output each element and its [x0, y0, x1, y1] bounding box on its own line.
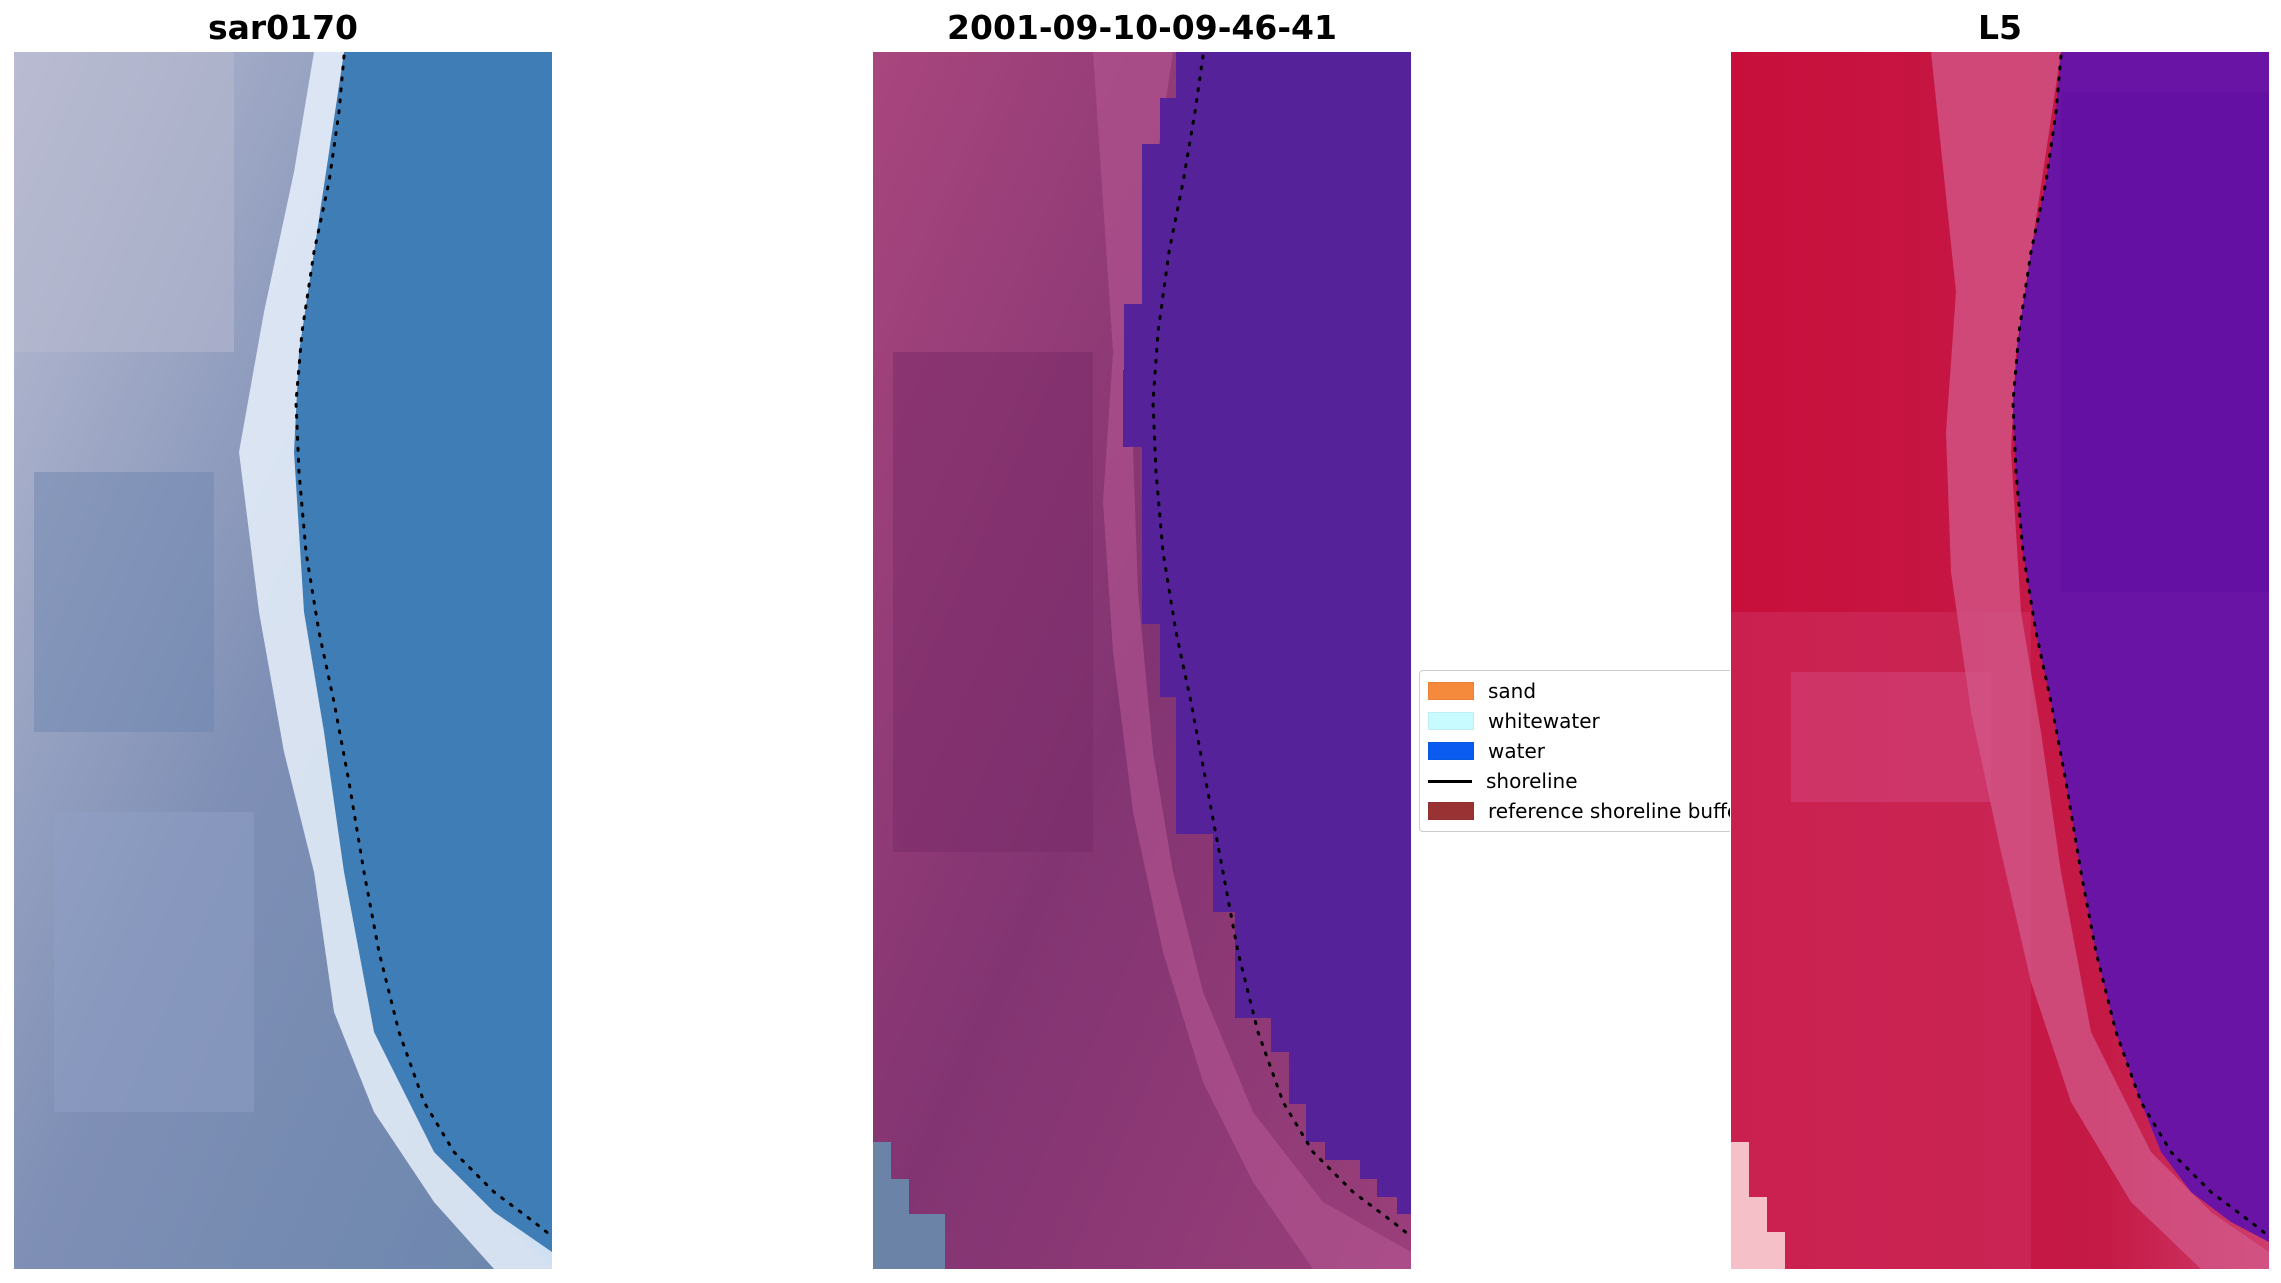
index-image-panel — [1731, 52, 2269, 1269]
water-area — [2013, 52, 2269, 1242]
legend-label-reference-buffer: reference shoreline buffer — [1488, 799, 1730, 823]
legend-item-reference-buffer: reference shoreline buffer — [1428, 796, 1730, 826]
sand-swatch-icon — [1428, 682, 1474, 700]
sand-class — [873, 1142, 945, 1269]
water-swatch-icon — [1428, 742, 1474, 760]
legend-label-whitewater: whitewater — [1488, 709, 1600, 733]
water-class — [1123, 52, 1411, 1214]
bright-pixels — [1731, 1142, 1785, 1269]
legend-item-water: water — [1428, 736, 1545, 766]
legend: sand whitewater water shoreline referenc… — [1419, 670, 1730, 832]
legend-item-whitewater: whitewater — [1428, 706, 1600, 736]
water-area — [294, 52, 552, 1269]
legend-label-shoreline: shoreline — [1486, 769, 1578, 793]
shoreline — [294, 54, 551, 1236]
legend-item-sand: sand — [1428, 676, 1536, 706]
index-image — [1731, 52, 2269, 1269]
sar-image-panel — [14, 52, 552, 1269]
shoreline-line-icon — [1428, 779, 1472, 783]
whitewater-band — [239, 52, 552, 1269]
legend-label-sand: sand — [1488, 679, 1537, 703]
legend-label-water: water — [1488, 739, 1545, 763]
classified-image-panel — [873, 52, 1411, 1269]
sar-image — [14, 52, 552, 1269]
whitewater-swatch-icon — [1428, 712, 1474, 730]
reference-buffer-swatch-icon — [1428, 802, 1474, 820]
panel-title-index: L5 — [1978, 8, 2022, 47]
panel-title-classified: 2001-09-10-09-46-41 — [947, 8, 1337, 47]
shoreline — [2011, 54, 2268, 1236]
panel-title-sar: sar0170 — [207, 8, 359, 47]
legend-item-shoreline: shoreline — [1428, 766, 1578, 796]
shoreline — [1151, 54, 1410, 1236]
classified-image — [873, 52, 1411, 1269]
